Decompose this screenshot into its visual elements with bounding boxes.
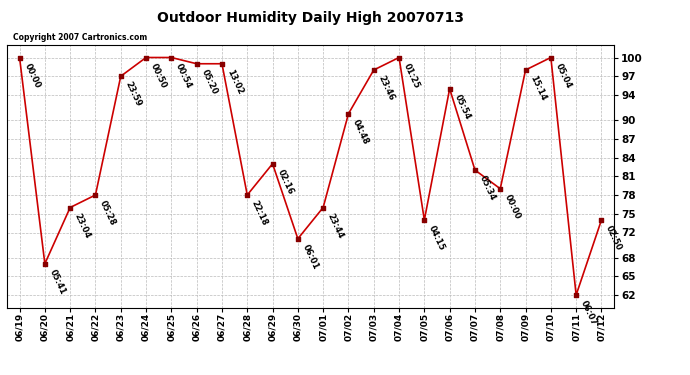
Point [267, 161, 278, 167]
Point [520, 67, 531, 73]
Text: 02:50: 02:50 [604, 224, 624, 252]
Point [241, 192, 253, 198]
Text: 00:00: 00:00 [503, 193, 522, 220]
Text: 05:34: 05:34 [477, 174, 497, 202]
Text: 05:41: 05:41 [48, 268, 67, 296]
Text: 00:50: 00:50 [149, 62, 168, 90]
Text: 00:00: 00:00 [22, 62, 41, 89]
Point [317, 204, 328, 210]
Point [14, 54, 25, 60]
Text: 05:20: 05:20 [199, 68, 219, 96]
Point [65, 204, 76, 210]
Point [293, 236, 304, 242]
Point [419, 217, 430, 223]
Text: 06:07: 06:07 [579, 299, 598, 327]
Text: 22:18: 22:18 [250, 199, 270, 227]
Point [191, 61, 202, 67]
Text: Outdoor Humidity Daily High 20070713: Outdoor Humidity Daily High 20070713 [157, 11, 464, 25]
Text: 00:54: 00:54 [174, 62, 193, 90]
Text: 23:44: 23:44 [326, 211, 346, 240]
Text: 23:59: 23:59 [124, 80, 143, 108]
Point [368, 67, 380, 73]
Text: 05:54: 05:54 [453, 93, 472, 121]
Point [596, 217, 607, 223]
Text: 05:04: 05:04 [553, 62, 573, 90]
Point [166, 54, 177, 60]
Point [141, 54, 152, 60]
Point [545, 54, 556, 60]
Point [39, 261, 50, 267]
Text: 15:14: 15:14 [529, 74, 548, 102]
Point [115, 73, 126, 79]
Text: 04:15: 04:15 [427, 224, 446, 252]
Text: 06:01: 06:01 [301, 243, 320, 271]
Text: 01:25: 01:25 [402, 62, 422, 90]
Text: 02:16: 02:16 [275, 168, 295, 196]
Point [495, 186, 506, 192]
Text: 23:04: 23:04 [73, 211, 92, 240]
Point [393, 54, 404, 60]
Text: 05:28: 05:28 [98, 199, 117, 227]
Point [469, 167, 480, 173]
Point [444, 86, 455, 92]
Text: 04:48: 04:48 [351, 118, 371, 146]
Point [90, 192, 101, 198]
Text: Copyright 2007 Cartronics.com: Copyright 2007 Cartronics.com [13, 33, 147, 42]
Point [343, 111, 354, 117]
Text: 13:02: 13:02 [225, 68, 244, 96]
Text: 23:46: 23:46 [377, 74, 396, 102]
Point [571, 292, 582, 298]
Point [217, 61, 228, 67]
